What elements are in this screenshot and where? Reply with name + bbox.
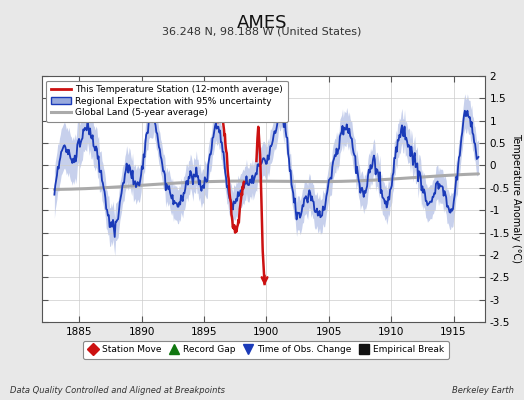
Legend: Station Move, Record Gap, Time of Obs. Change, Empirical Break: Station Move, Record Gap, Time of Obs. C… <box>83 341 449 359</box>
Text: AMES: AMES <box>237 14 287 32</box>
Text: 36.248 N, 98.188 W (United States): 36.248 N, 98.188 W (United States) <box>162 26 362 36</box>
Text: Temperature Anomaly (°C): Temperature Anomaly (°C) <box>511 133 521 263</box>
Legend: This Temperature Station (12-month average), Regional Expectation with 95% uncer: This Temperature Station (12-month avera… <box>47 80 288 122</box>
Text: Data Quality Controlled and Aligned at Breakpoints: Data Quality Controlled and Aligned at B… <box>10 386 225 395</box>
Text: Berkeley Earth: Berkeley Earth <box>452 386 514 395</box>
